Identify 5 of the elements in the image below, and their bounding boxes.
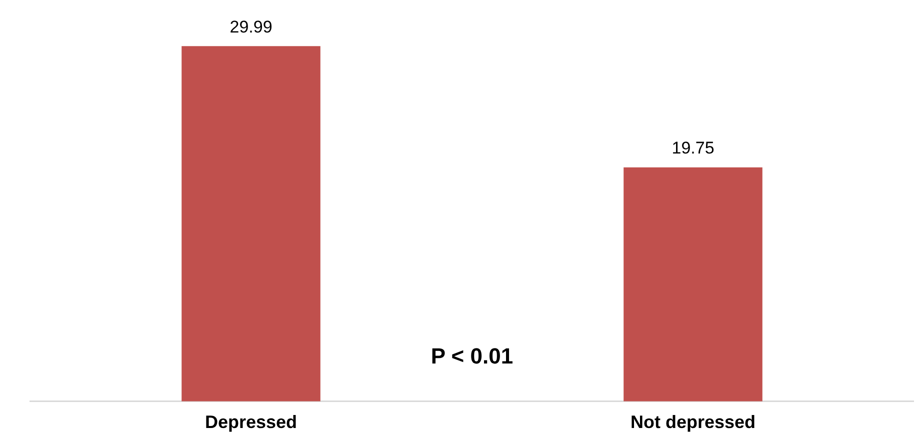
x-tick-label: Not depressed [630, 412, 756, 432]
data-label: 29.99 [230, 17, 272, 36]
annotation: P < 0.01 [430, 343, 514, 368]
x-tick-label: Depressed [204, 412, 298, 432]
data-label: 19.75 [672, 138, 714, 158]
